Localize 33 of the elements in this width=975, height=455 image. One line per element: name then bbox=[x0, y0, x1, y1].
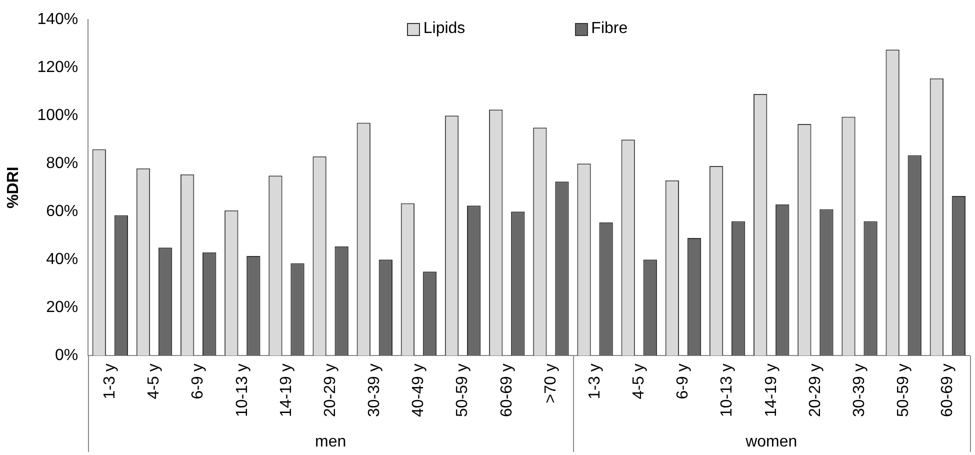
y-tick-label: 140% bbox=[37, 11, 78, 28]
y-tick-label: 80% bbox=[46, 155, 78, 172]
x-tick-label: 40-49 y bbox=[410, 364, 428, 418]
x-tick-label: 4-5 y bbox=[146, 364, 163, 400]
x-tick-label: 20-29 y bbox=[322, 364, 339, 418]
x-tick-label: 1-3 y bbox=[102, 364, 119, 400]
x-tick-label: 10-13 y bbox=[234, 364, 251, 418]
y-tick-label: 0% bbox=[54, 347, 78, 364]
x-tick-label: 4-5 y bbox=[630, 364, 648, 400]
x-tick-label: 1-3 y bbox=[586, 364, 604, 400]
legend-label: Fibre bbox=[591, 20, 628, 38]
x-tick-label: 30-39 y bbox=[366, 364, 384, 418]
x-tick-label: 10-13 y bbox=[718, 364, 736, 418]
y-axis-title: %DRI bbox=[5, 166, 22, 209]
x-tick-label: 14-19 y bbox=[762, 364, 780, 418]
x-tick-label: 50-59 y bbox=[454, 364, 472, 418]
x-tick-label: 60-69 y bbox=[939, 364, 956, 418]
y-tick-label: 20% bbox=[46, 299, 78, 316]
x-tick-label: 6-9 y bbox=[674, 364, 692, 400]
x-tick-label: >70 y bbox=[542, 364, 560, 404]
y-tick-label: 60% bbox=[46, 203, 78, 220]
legend-label: Lipids bbox=[423, 20, 466, 38]
x-tick-label: 30-39 y bbox=[850, 364, 868, 418]
x-tick-label: 50-59 y bbox=[895, 364, 912, 418]
x-tick-label: 20-29 y bbox=[806, 364, 824, 418]
x-tick-label: 60-69 y bbox=[498, 364, 516, 418]
text: women bbox=[744, 433, 798, 450]
y-tick-label: 100% bbox=[37, 107, 78, 124]
x-tick-label: 6-9 y bbox=[190, 364, 207, 400]
y-tick-label: 40% bbox=[46, 251, 78, 268]
x-tick-label: 14-19 y bbox=[278, 364, 295, 418]
y-tick-label: 120% bbox=[37, 59, 78, 76]
text: men bbox=[314, 433, 346, 450]
